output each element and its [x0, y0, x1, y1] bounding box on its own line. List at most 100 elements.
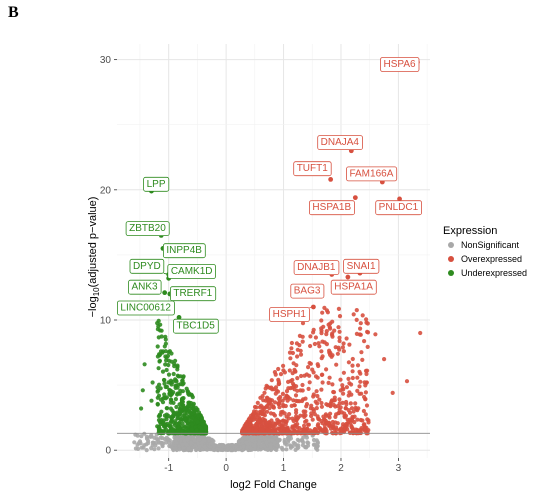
point-overexpressed [295, 376, 300, 381]
point-overexpressed [333, 345, 338, 350]
point-overexpressed [346, 360, 351, 365]
point-underexpressed [168, 406, 173, 411]
point-overexpressed [308, 361, 313, 366]
y-axis-title-part: (adjusted p−value) [87, 197, 99, 288]
point-overexpressed [346, 408, 351, 413]
point-overexpressed [362, 394, 367, 400]
point-nonsignificant [148, 434, 153, 439]
point-overexpressed [259, 410, 264, 415]
point-nonsignificant [177, 444, 182, 449]
point-overexpressed [267, 428, 272, 433]
point-overexpressed [355, 417, 360, 422]
point-overexpressed [311, 327, 316, 332]
point-overexpressed [280, 391, 285, 396]
point-overexpressed [272, 400, 278, 405]
point-nonsignificant [199, 440, 205, 445]
point-overexpressed [341, 391, 346, 396]
point-underexpressed [166, 362, 171, 368]
point-overexpressed [324, 402, 329, 407]
point-overexpressed [336, 411, 341, 416]
point-overexpressed [349, 406, 355, 411]
point-overexpressed [293, 423, 298, 428]
point-underexpressed [182, 407, 187, 412]
point-underexpressed [179, 413, 184, 418]
point-overexpressed [330, 319, 335, 324]
gene-label-box [375, 200, 423, 216]
point-overexpressed [355, 388, 360, 393]
point-overexpressed [313, 428, 318, 433]
point-overexpressed [359, 391, 364, 396]
point-nonsignificant [217, 447, 222, 452]
point-overexpressed [373, 332, 378, 337]
point-overexpressed [317, 344, 322, 349]
x-tick-label: -1 [164, 463, 173, 474]
gene-label-box [346, 166, 398, 182]
point-overexpressed [364, 317, 369, 322]
point-underexpressed [175, 385, 180, 390]
gene-label-box [380, 57, 420, 72]
point-nonsignificant [192, 438, 197, 443]
point-overexpressed [260, 394, 265, 399]
gene-label-box [173, 318, 219, 334]
point-overexpressed [324, 332, 329, 337]
legend-title: Expression [443, 225, 497, 237]
point-overexpressed [281, 426, 287, 431]
point-overexpressed [328, 326, 333, 331]
point-overexpressed [315, 393, 320, 399]
point-overexpressed [359, 350, 364, 355]
gene-label-box [129, 258, 165, 274]
point-nonsignificant [244, 440, 249, 445]
point-overexpressed [323, 413, 329, 418]
point-underexpressed [173, 397, 178, 402]
gene-label-hsph1: HSPH1 [269, 307, 310, 322]
point-overexpressed [362, 424, 367, 429]
point-underexpressed [171, 400, 176, 405]
point-overexpressed [390, 390, 395, 395]
point-overexpressed [366, 428, 371, 433]
gene-label-text: ZBTB20 [129, 223, 166, 234]
y-axis-title-part: −log [87, 296, 99, 317]
point-overexpressed [309, 403, 314, 408]
point-labeled-hspa1a [345, 274, 351, 280]
point-underexpressed [155, 402, 160, 407]
point-overexpressed [335, 404, 340, 409]
point-underexpressed [168, 397, 174, 402]
point-overexpressed [364, 380, 369, 385]
point-overexpressed [319, 331, 324, 336]
point-underexpressed [166, 372, 172, 377]
point-overexpressed [310, 417, 315, 422]
point-nonsignificant [306, 440, 311, 446]
point-nonsignificant [160, 436, 165, 441]
point-nonsignificant [149, 446, 154, 451]
point-overexpressed [286, 379, 291, 384]
point-overexpressed [363, 412, 368, 417]
point-nonsignificant [187, 434, 192, 440]
point-nonsignificant [283, 441, 288, 446]
point-overexpressed [350, 356, 355, 362]
point-labeled-ank3 [162, 290, 168, 296]
point-overexpressed [269, 402, 274, 407]
point-underexpressed [168, 420, 173, 425]
point-overexpressed [365, 329, 370, 334]
point-nonsignificant [315, 441, 320, 446]
gene-label-ank3: ANK3 [128, 279, 162, 295]
point-nonsignificant [252, 446, 257, 451]
point-overexpressed [254, 405, 259, 410]
point-underexpressed [186, 408, 191, 413]
point-underexpressed [158, 352, 163, 357]
point-overexpressed [287, 368, 292, 373]
gene-label-text: DPYD [133, 261, 161, 272]
point-nonsignificant [132, 440, 137, 445]
point-nonsignificant [311, 442, 316, 447]
point-overexpressed [326, 421, 332, 426]
gene-label-dnajb1: DNAJB1 [293, 260, 340, 276]
point-underexpressed [200, 422, 205, 427]
point-overexpressed [315, 414, 320, 419]
point-overexpressed [348, 401, 353, 406]
point-overexpressed [337, 347, 342, 352]
gene-label-text: LPP [147, 179, 166, 190]
point-overexpressed [354, 317, 359, 322]
point-underexpressed [185, 427, 190, 432]
